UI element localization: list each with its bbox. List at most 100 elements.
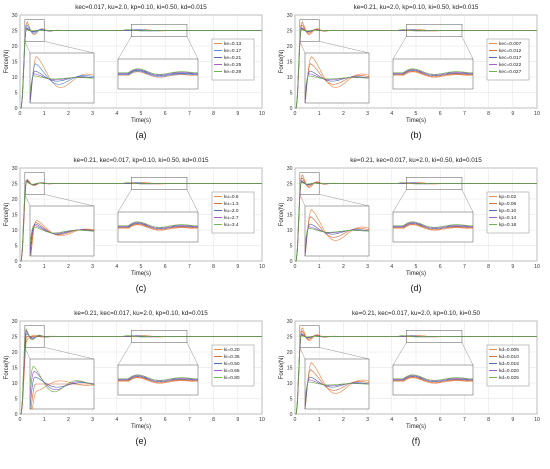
inset-connector xyxy=(319,41,370,54)
inset-connector xyxy=(461,36,474,60)
subfigure-label: (e) xyxy=(136,436,147,446)
y-axis-label: Force(N) xyxy=(279,203,285,227)
x-tick-label: 8 xyxy=(212,111,215,117)
x-tick-label: 6 xyxy=(439,417,442,423)
legend-entry: ke=0.17 xyxy=(224,48,242,54)
legend-entry: ku=0.6 xyxy=(224,194,239,200)
inset-series-line xyxy=(118,223,198,230)
subfigure-label: (b) xyxy=(411,130,422,140)
inset-series-line xyxy=(393,375,473,383)
y-tick-label: 5 xyxy=(290,243,293,249)
y-tick-label: 20 xyxy=(287,350,293,356)
inset-connector xyxy=(24,194,31,207)
inset-series-line xyxy=(393,376,473,383)
inset-series-line xyxy=(29,63,95,104)
y-tick-label: 30 xyxy=(12,319,18,325)
x-tick-label: 6 xyxy=(164,111,167,117)
inset-connector xyxy=(44,194,95,207)
inset-series-line xyxy=(304,379,370,406)
inset-connector xyxy=(24,41,31,54)
legend-entry: ku=2.7 xyxy=(224,215,239,221)
legend-entry: kec=0.022 xyxy=(499,62,522,68)
legend-entry: ki=0.80 xyxy=(224,375,240,381)
y-tick-label: 30 xyxy=(287,319,293,325)
x-tick-label: 5 xyxy=(140,264,143,270)
inset-connector xyxy=(319,194,370,207)
x-tick-label: 8 xyxy=(487,417,490,423)
inset-series-line xyxy=(29,70,95,104)
x-tick-label: 0 xyxy=(294,264,297,270)
x-tick-label: 1 xyxy=(318,264,321,270)
legend-box xyxy=(211,191,255,234)
legend-entry: ki=0.35 xyxy=(224,354,240,360)
panel-title: ke=0.21, kec=0.017, kp=0.10, ki=0.50, kd… xyxy=(74,157,209,164)
y-tick-label: 5 xyxy=(290,396,293,402)
y-tick-label: 25 xyxy=(12,334,18,340)
y-tick-label: 5 xyxy=(15,396,18,402)
inset-series-line xyxy=(118,222,198,229)
x-tick-label: 0 xyxy=(19,264,22,270)
y-tick-label: 10 xyxy=(287,75,293,81)
x-tick-label: 4 xyxy=(390,111,393,117)
y-tick-label: 10 xyxy=(12,228,18,234)
x-tick-label: 9 xyxy=(511,417,514,423)
x-tick-label: 6 xyxy=(164,264,167,270)
series-line xyxy=(19,29,262,109)
inset-series-line xyxy=(118,69,198,77)
inset-series-line xyxy=(118,221,198,228)
legend-entry: kec=0.017 xyxy=(499,55,522,61)
inset-series-line xyxy=(393,69,473,77)
legend-box xyxy=(486,38,530,81)
x-tick-label: 2 xyxy=(67,417,70,423)
inset-series-line xyxy=(304,73,370,100)
inset-series-line xyxy=(304,381,370,401)
inset-connector xyxy=(186,36,199,60)
x-tick-label: 1 xyxy=(318,111,321,117)
x-tick-label: 6 xyxy=(164,417,167,423)
inset-connector xyxy=(186,189,199,213)
x-tick-label: 8 xyxy=(487,111,490,117)
x-tick-label: 5 xyxy=(140,417,143,423)
panel-b: ke=0.21, ku=2.0, kp=0.10, ki=0.50, kd=0.… xyxy=(279,4,540,140)
inset-series-line xyxy=(118,375,198,382)
y-tick-label: 5 xyxy=(290,90,293,96)
inset-connector xyxy=(392,36,407,60)
inset-connector xyxy=(461,189,474,213)
y-tick-label: 0 xyxy=(290,106,293,112)
legend-entry: ke=0.29 xyxy=(224,69,242,75)
x-axis-label: Time(s) xyxy=(131,271,151,277)
legend-box xyxy=(211,344,255,387)
x-tick-label: 5 xyxy=(140,111,143,117)
x-tick-label: 2 xyxy=(342,111,345,117)
x-tick-label: 9 xyxy=(236,417,239,423)
y-tick-label: 0 xyxy=(15,412,18,418)
zoom-region-box xyxy=(131,330,188,343)
y-tick-label: 15 xyxy=(12,365,18,371)
inset-series-line xyxy=(304,70,370,104)
y-tick-label: 15 xyxy=(287,365,293,371)
y-tick-label: 20 xyxy=(12,197,18,203)
inset-series-line xyxy=(393,70,473,77)
inset-connector xyxy=(186,342,199,366)
x-tick-label: 8 xyxy=(212,264,215,270)
panel-title: kec=0.017, ku=2.0, kp=0.10, ki=0.50, kd=… xyxy=(75,4,207,11)
legend-entry: kp=0.14 xyxy=(499,215,517,221)
y-tick-label: 30 xyxy=(12,13,18,19)
x-tick-label: 3 xyxy=(91,264,94,270)
x-tick-label: 2 xyxy=(342,264,345,270)
inset-connector xyxy=(461,342,474,366)
inset-series-line xyxy=(304,209,370,257)
inset-series-line xyxy=(118,68,198,75)
inset-series-line xyxy=(393,374,473,381)
y-tick-label: 15 xyxy=(287,212,293,218)
legend-box xyxy=(486,344,530,387)
subfigure-label: (c) xyxy=(136,283,147,293)
inset-series-line xyxy=(393,222,473,229)
inset-series-line xyxy=(304,223,370,257)
inset-series-line xyxy=(29,56,95,104)
y-tick-label: 25 xyxy=(287,28,293,34)
x-tick-label: 3 xyxy=(366,417,369,423)
legend-entry: ke=0.21 xyxy=(224,55,242,61)
inset-series-line xyxy=(393,69,473,76)
zoom-region-box xyxy=(406,330,463,343)
